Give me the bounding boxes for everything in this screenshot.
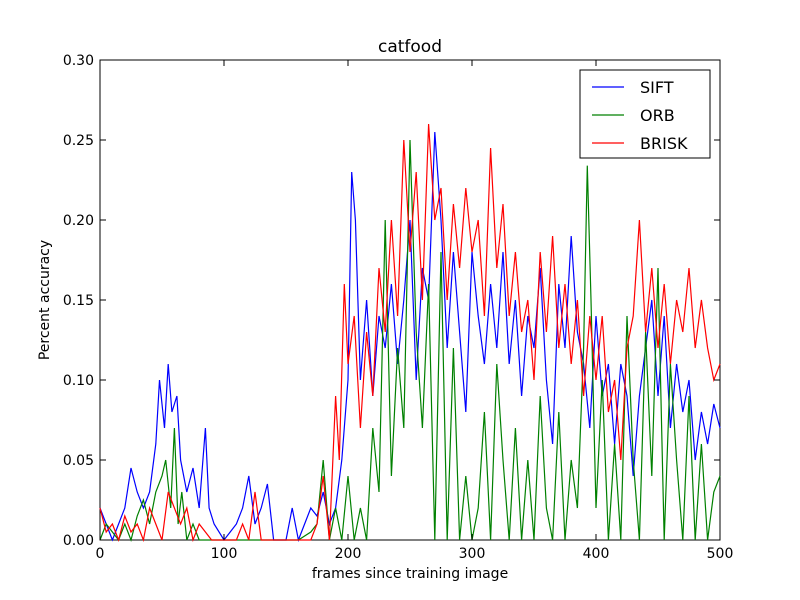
ticks-layer: 0 100 200 300 400 500 0.00 0.05 0.10 0.15 0.20 0.25…	[63, 53, 734, 562]
y-tick-label: 0.20	[63, 213, 94, 229]
y-tick-label: 0.10	[63, 373, 94, 389]
y-tick-label: 0.30	[63, 53, 94, 69]
series-line-brisk	[99, 123, 721, 543]
legend-label-brisk: BRISK	[640, 134, 688, 153]
y-axis-label: Percent accuracy	[37, 240, 53, 360]
x-tick-label: 100	[211, 546, 238, 562]
x-tick-label: 400	[583, 546, 610, 562]
legend-label-sift: SIFT	[640, 78, 674, 97]
y-tick-label: 0.00	[63, 533, 94, 549]
x-tick-label: 0	[96, 546, 105, 562]
x-tick-label: 500	[707, 546, 734, 562]
y-tick-label: 0.05	[63, 453, 94, 469]
series-line-orb	[99, 139, 721, 542]
x-tick-label: 300	[459, 546, 486, 562]
x-axis-label: frames since training image	[312, 566, 508, 582]
y-tick-label: 0.25	[63, 133, 94, 149]
series-layer	[99, 123, 721, 543]
y-tick-label: 0.15	[63, 293, 94, 309]
chart-title: catfood	[378, 37, 442, 57]
x-tick-label: 200	[335, 546, 362, 562]
legend: SIFT ORB BRISK	[579, 69, 711, 159]
legend-label-orb: ORB	[640, 106, 675, 125]
